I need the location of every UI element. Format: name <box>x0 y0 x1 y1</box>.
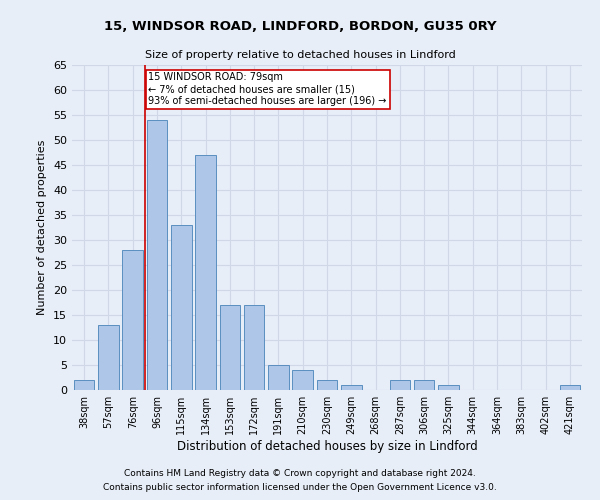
Bar <box>244 305 265 390</box>
Text: Size of property relative to detached houses in Lindford: Size of property relative to detached ho… <box>145 50 455 60</box>
Bar <box>268 365 289 390</box>
Y-axis label: Number of detached properties: Number of detached properties <box>37 140 47 315</box>
Bar <box>560 385 580 390</box>
Bar <box>195 155 216 390</box>
Bar <box>317 380 337 390</box>
Bar <box>292 370 313 390</box>
Bar <box>122 250 143 390</box>
Bar <box>146 120 167 390</box>
Bar <box>220 305 240 390</box>
Text: 15, WINDSOR ROAD, LINDFORD, BORDON, GU35 0RY: 15, WINDSOR ROAD, LINDFORD, BORDON, GU35… <box>104 20 496 33</box>
Bar <box>98 325 119 390</box>
X-axis label: Distribution of detached houses by size in Lindford: Distribution of detached houses by size … <box>176 440 478 453</box>
Bar <box>74 380 94 390</box>
Text: Contains HM Land Registry data © Crown copyright and database right 2024.: Contains HM Land Registry data © Crown c… <box>124 468 476 477</box>
Text: 15 WINDSOR ROAD: 79sqm
← 7% of detached houses are smaller (15)
93% of semi-deta: 15 WINDSOR ROAD: 79sqm ← 7% of detached … <box>149 72 387 106</box>
Text: Contains public sector information licensed under the Open Government Licence v3: Contains public sector information licen… <box>103 484 497 492</box>
Bar <box>389 380 410 390</box>
Bar <box>438 385 459 390</box>
Bar <box>341 385 362 390</box>
Bar <box>171 225 191 390</box>
Bar <box>414 380 434 390</box>
